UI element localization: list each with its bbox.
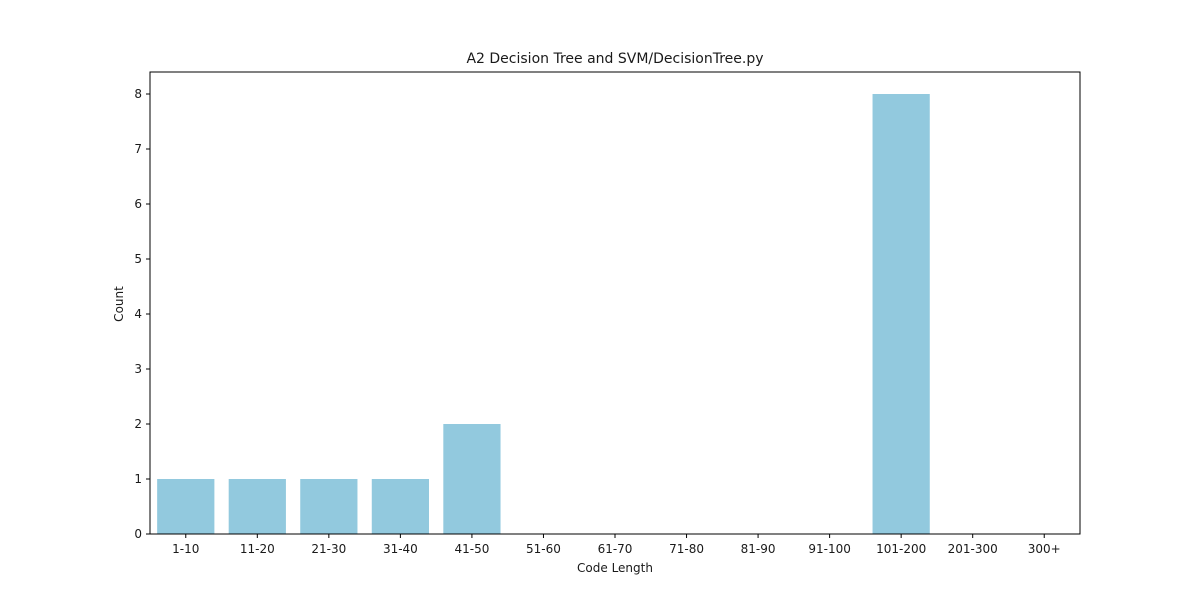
bar-41-50 [443, 424, 501, 534]
x-tick-label: 31-40 [383, 542, 418, 556]
x-axis-label: Code Length [577, 561, 653, 575]
bar-21-30 [300, 479, 358, 534]
x-axis: 1-10 11-20 21-30 31-40 41-50 51-60 61-70 71-80 8… [172, 534, 1061, 556]
x-tick-label: 41-50 [454, 542, 489, 556]
bar-101-200 [872, 94, 930, 534]
y-tick-label: 1 [134, 472, 142, 486]
bar-1-10 [157, 479, 215, 534]
x-tick-label: 51-60 [526, 542, 561, 556]
x-tick-label: 81-90 [741, 542, 776, 556]
y-tick-label: 4 [134, 307, 142, 321]
x-tick-label: 61-70 [598, 542, 633, 556]
y-axis-label: Count [112, 286, 126, 322]
y-tick-label: 5 [134, 252, 142, 266]
x-tick-label: 11-20 [240, 542, 275, 556]
x-tick-label: 1-10 [172, 542, 199, 556]
y-tick-label: 6 [134, 197, 142, 211]
y-tick-label: 7 [134, 142, 142, 156]
y-tick-label: 2 [134, 417, 142, 431]
plot-frame [149, 71, 1081, 535]
y-axis: 0 1 2 3 4 5 6 7 8 [134, 87, 150, 541]
y-tick-label: 0 [134, 527, 142, 541]
y-tick-label: 8 [134, 87, 142, 101]
bar-31-40 [371, 479, 429, 534]
x-tick-label: 300+ [1028, 542, 1061, 556]
x-tick-label: 71-80 [669, 542, 704, 556]
bars-layer [157, 94, 930, 534]
x-tick-label: 21-30 [311, 542, 346, 556]
y-tick-label: 3 [134, 362, 142, 376]
x-tick-label: 101-200 [876, 542, 926, 556]
chart-title: A2 Decision Tree and SVM/DecisionTree.py [466, 51, 763, 67]
bar-11-20 [228, 479, 286, 534]
x-tick-label: 91-100 [808, 542, 851, 556]
x-tick-label: 201-300 [948, 542, 998, 556]
